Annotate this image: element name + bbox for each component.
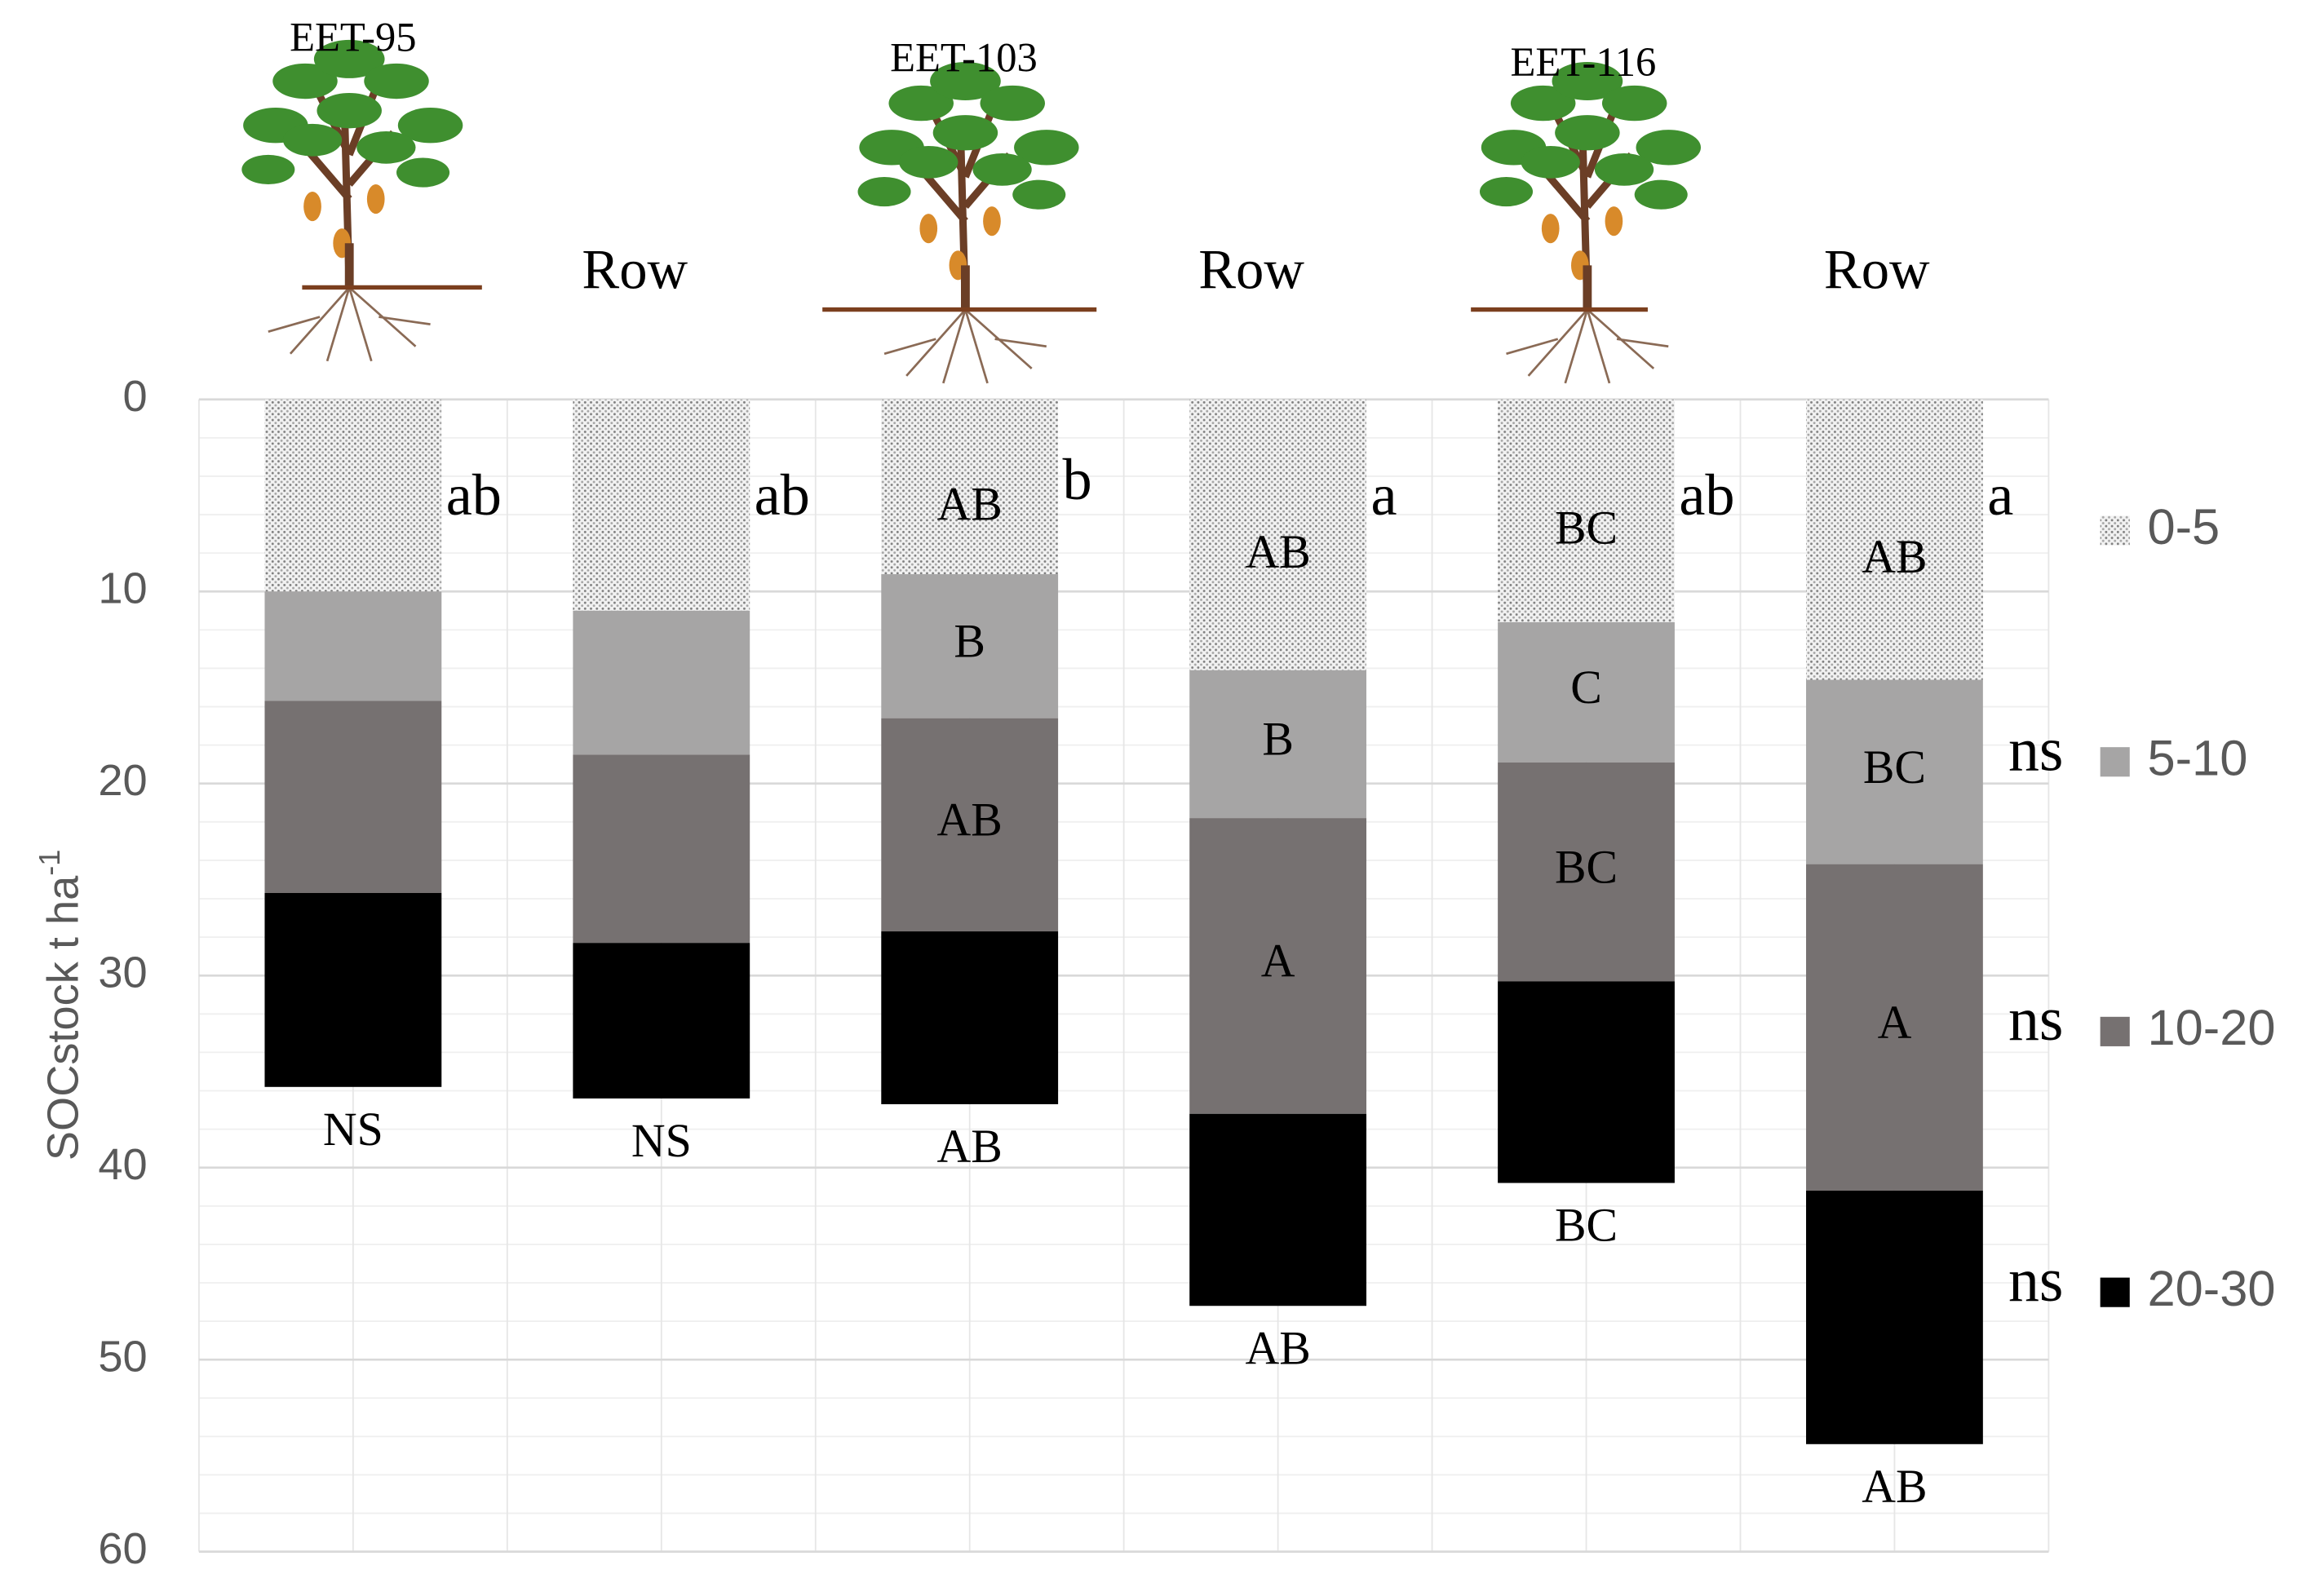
bar-segment <box>881 931 1059 1104</box>
bar-segment <box>264 399 442 592</box>
segment-label: B <box>1262 713 1294 766</box>
y-axis-label-sup: -1 <box>33 850 66 876</box>
segment-label: AB <box>937 794 1003 847</box>
total-label: AB <box>1862 1460 1927 1513</box>
legend-note: ns <box>2008 715 2063 784</box>
y-tick-label: 50 <box>98 1332 147 1381</box>
y-axis-label-text: SOCstock t ha <box>39 875 88 1161</box>
y-axis-label: SOCstock t ha-1 <box>33 850 88 1161</box>
legend-label: 20-30 <box>2147 1261 2275 1317</box>
segment-label: BC <box>1863 741 1926 794</box>
bar-segment <box>573 754 750 944</box>
y-tick-label: 30 <box>98 948 147 997</box>
total-label: BC <box>1555 1199 1618 1252</box>
legend-swatch <box>2100 1016 2130 1046</box>
bar-segment <box>573 399 750 611</box>
bar-segment <box>881 718 1059 932</box>
y-tick-label: 60 <box>98 1524 147 1573</box>
bar-segment <box>573 943 750 1099</box>
segment-label: B <box>954 615 985 668</box>
bar-segment <box>264 591 442 701</box>
legend-swatch <box>2100 747 2130 777</box>
segment-label: BC <box>1555 840 1618 893</box>
y-tick-label: 20 <box>98 756 147 805</box>
category-label: Row <box>1198 239 1304 301</box>
bar-segment <box>573 610 750 755</box>
category-label: EET-95 <box>290 14 416 60</box>
significance-label: ab <box>1679 462 1734 528</box>
segment-label: BC <box>1555 502 1618 555</box>
bar-segment <box>264 701 442 893</box>
legend-label: 10-20 <box>2147 1000 2275 1056</box>
bar-segment <box>1806 399 1983 680</box>
segment-label: AB <box>1245 525 1310 578</box>
bar-segment <box>264 892 442 1087</box>
legend-note: ns <box>2008 1246 2063 1315</box>
segment-label: A <box>1878 996 1912 1049</box>
segment-label: A <box>1261 935 1295 988</box>
significance-label: ab <box>755 462 810 528</box>
bar-segment <box>1498 399 1675 622</box>
bar-segment <box>1189 818 1367 1114</box>
bar-segment <box>1806 679 1983 864</box>
total-label: NS <box>631 1114 692 1167</box>
legend-label: 0-5 <box>2147 499 2220 555</box>
total-label: AB <box>937 1120 1003 1173</box>
total-label: AB <box>1245 1321 1310 1374</box>
bar-segment <box>1806 1190 1983 1444</box>
legend-label: 5-10 <box>2147 730 2247 786</box>
total-label: NS <box>323 1103 383 1156</box>
segment-label: AB <box>937 477 1003 530</box>
significance-label: a <box>1987 462 2013 528</box>
bar-segment <box>1189 670 1367 819</box>
category-label: EET-103 <box>890 35 1038 81</box>
significance-label: a <box>1370 462 1397 528</box>
y-tick-label: 40 <box>98 1140 147 1189</box>
segment-label: C <box>1570 661 1602 714</box>
bar-segment <box>1498 981 1675 1183</box>
category-label: Row <box>1824 239 1930 301</box>
tree-icons <box>241 40 1701 383</box>
bar-segment <box>1498 762 1675 982</box>
legend-swatch <box>2100 1277 2130 1307</box>
bar-segment <box>1806 864 1983 1191</box>
bar-segment <box>881 399 1059 575</box>
category-label: EET-116 <box>1510 39 1656 85</box>
y-tick-label: 0 <box>123 372 148 421</box>
segment-label: AB <box>1862 530 1927 583</box>
bar-segment <box>1189 1113 1367 1306</box>
category-label: Row <box>582 239 688 301</box>
legend-swatch <box>2100 515 2130 546</box>
significance-label: b <box>1063 447 1092 512</box>
bar-segment <box>881 574 1059 718</box>
y-tick-label: 10 <box>98 564 147 613</box>
bar-segment <box>1189 399 1367 670</box>
significance-label: ab <box>446 462 502 528</box>
legend-note: ns <box>2008 985 2063 1054</box>
bar-segment <box>1498 621 1675 763</box>
